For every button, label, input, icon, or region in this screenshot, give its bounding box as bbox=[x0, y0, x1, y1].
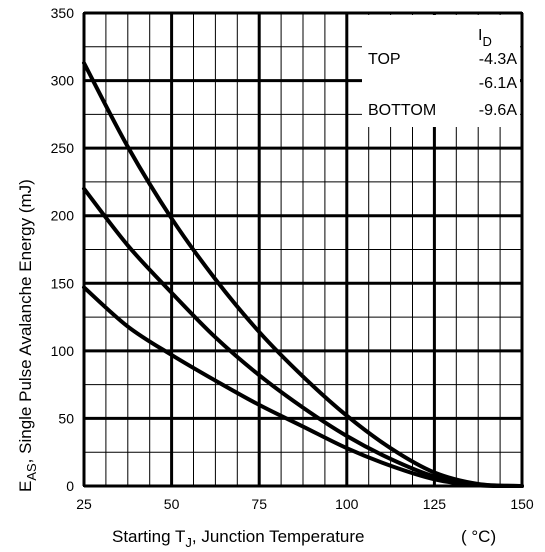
legend-label-bottom: BOTTOM bbox=[368, 102, 436, 119]
legend-value-1: -4.3A bbox=[479, 51, 518, 68]
legend-label-top: TOP bbox=[368, 51, 401, 68]
x-axis-unit: ( °C) bbox=[461, 527, 496, 546]
y-tick-label: 350 bbox=[51, 5, 75, 21]
x-tick-label: 150 bbox=[510, 496, 534, 512]
y-tick-label: 250 bbox=[51, 140, 75, 156]
series-curves bbox=[82, 61, 524, 489]
y-tick-label: 50 bbox=[58, 410, 74, 426]
x-tick-label: 75 bbox=[251, 496, 267, 512]
plot-frame bbox=[83, 12, 523, 487]
x-tick-labels: 25 50 75 100 125 150 bbox=[76, 496, 534, 512]
y-tick-labels: 0 50 100 150 200 250 300 350 bbox=[51, 5, 75, 494]
x-tick-label: 125 bbox=[423, 496, 447, 512]
y-tick-label: 150 bbox=[51, 275, 75, 291]
series-line-1 bbox=[82, 61, 524, 488]
y-tick-label: 100 bbox=[51, 343, 75, 359]
legend-header: ID bbox=[478, 27, 492, 49]
legend-value-2: -6.1A bbox=[479, 75, 518, 92]
x-axis-label: Starting TJ, Junction Temperature bbox=[112, 527, 365, 550]
series-line-3 bbox=[82, 285, 524, 489]
x-tick-label: 100 bbox=[335, 496, 359, 512]
y-tick-label: 300 bbox=[51, 73, 75, 89]
y-tick-label: 200 bbox=[51, 208, 75, 224]
y-tick-label: 0 bbox=[66, 478, 74, 494]
x-tick-label: 50 bbox=[164, 496, 180, 512]
legend-panel bbox=[362, 15, 520, 127]
legend-value-3: -9.6A bbox=[479, 102, 518, 119]
x-tick-label: 25 bbox=[76, 496, 92, 512]
y-axis-label: EAS, Single Pulse Avalanche Energy (mJ) bbox=[16, 179, 39, 492]
